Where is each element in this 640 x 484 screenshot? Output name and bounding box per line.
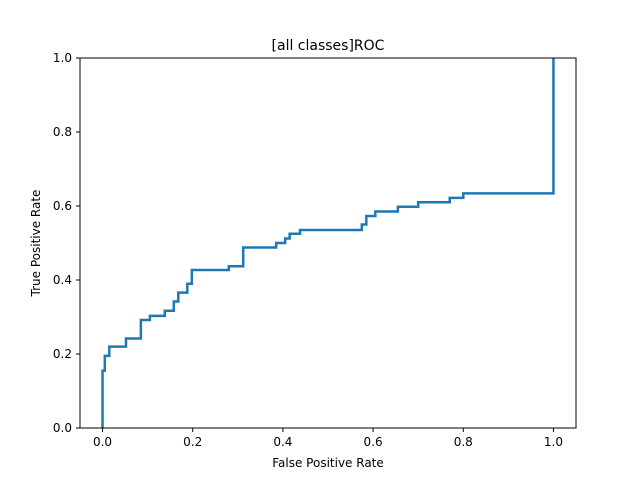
x-tick-label: 1.0 bbox=[544, 435, 563, 449]
x-tick-label: 0.0 bbox=[93, 435, 112, 449]
y-tick-label: 0.2 bbox=[53, 347, 72, 361]
chart-title: [all classes]ROC bbox=[272, 38, 385, 54]
x-tick-label: 0.6 bbox=[364, 435, 383, 449]
y-tick-label: 0.8 bbox=[53, 125, 72, 139]
y-tick-label: 0.0 bbox=[53, 421, 72, 435]
axes-frame bbox=[79, 57, 577, 429]
x-tick-label: 0.8 bbox=[454, 435, 473, 449]
x-axis-ticks: 0.0 0.2 0.4 0.6 0.8 1.0 bbox=[93, 428, 563, 449]
y-axis-label: True Positive Rate bbox=[29, 190, 43, 298]
x-tick-label: 0.4 bbox=[273, 435, 292, 449]
x-axis-label: False Positive Rate bbox=[272, 456, 384, 470]
y-tick-label: 0.4 bbox=[53, 273, 72, 287]
roc-curve-line bbox=[101, 58, 555, 428]
y-tick-label: 0.6 bbox=[53, 199, 72, 213]
x-tick-label: 0.2 bbox=[183, 435, 202, 449]
y-tick-label: 1.0 bbox=[53, 51, 72, 65]
y-axis-ticks: 0.0 0.2 0.4 0.6 0.8 1.0 bbox=[53, 51, 80, 435]
